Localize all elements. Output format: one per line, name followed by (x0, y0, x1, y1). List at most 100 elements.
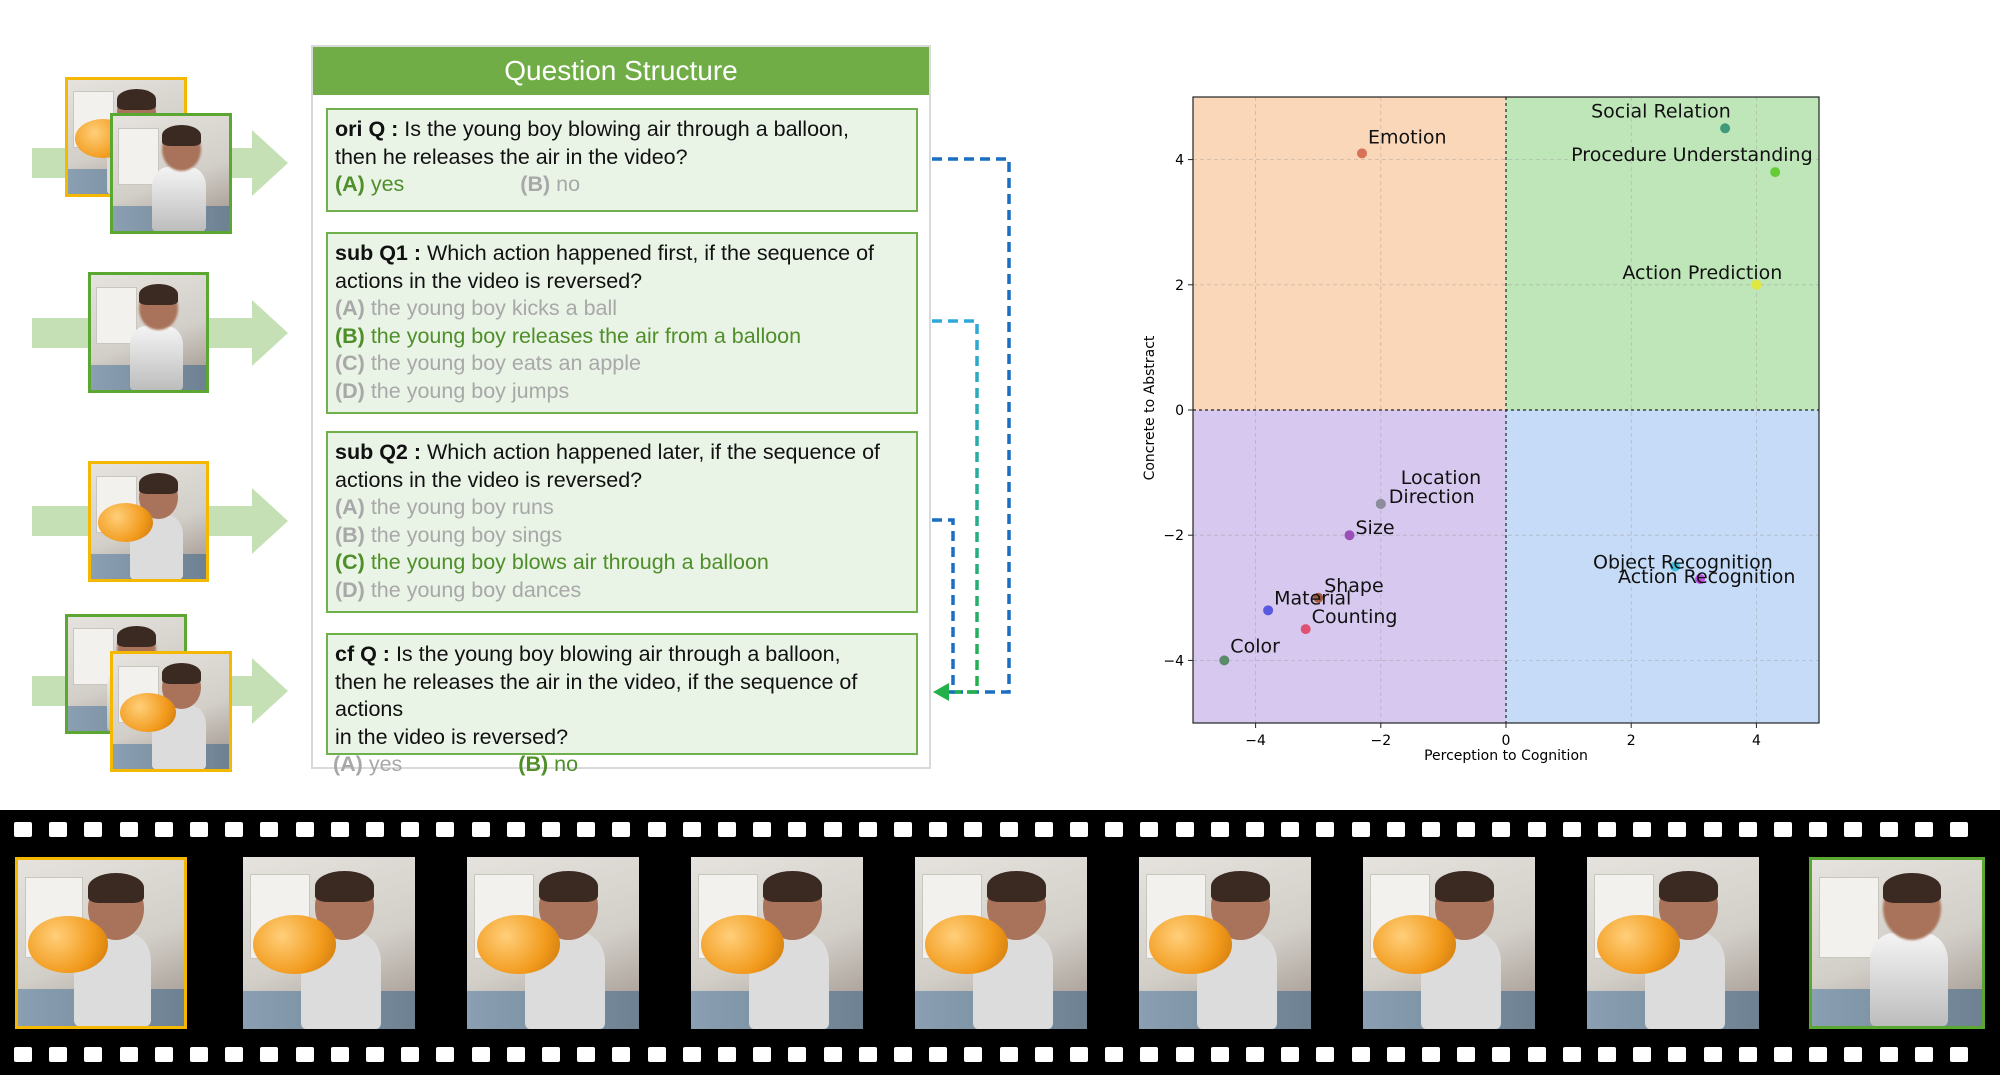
film-hole (612, 1047, 631, 1062)
film-hole (1633, 822, 1652, 837)
y-tick-label: −4 (1163, 653, 1184, 669)
film-hole (612, 822, 631, 837)
video-frame (1587, 857, 1759, 1029)
film-hole (84, 1047, 103, 1062)
point-label: Object Recognition (1593, 552, 1773, 574)
film-hole (1738, 822, 1757, 837)
film-hole (999, 822, 1018, 837)
film-hole (1598, 822, 1616, 837)
question-label: cf Q : (335, 642, 390, 666)
video-thumbnail (110, 113, 232, 234)
x-tick-label: 0 (1502, 733, 1511, 749)
quadrant-top-right (1506, 97, 1819, 410)
film-hole (1703, 1047, 1722, 1062)
film-hole (1422, 1047, 1440, 1062)
data-point (1695, 574, 1706, 585)
question-label: sub Q1 : (335, 241, 422, 265)
film-hole (1175, 822, 1194, 837)
video-frame (1139, 857, 1311, 1029)
question-text: then he releases the air in the video, i… (335, 669, 858, 694)
film-hole (260, 822, 279, 837)
video-frame (1809, 857, 1985, 1029)
film-hole (1844, 822, 1863, 837)
film-hole (1809, 1047, 1828, 1062)
film-hole (49, 822, 68, 837)
original-question-box: ori Q : Is the young boy blowing air thr… (326, 108, 918, 212)
film-hole (999, 1047, 1018, 1062)
point-label: Color (1230, 635, 1280, 657)
film-hole (1457, 1047, 1476, 1062)
point-label: Shape (1324, 575, 1384, 597)
film-hole (119, 1047, 138, 1062)
film-hole (1668, 1047, 1687, 1062)
y-tick-label: 0 (1175, 403, 1184, 419)
film-hole (1844, 1047, 1863, 1062)
film-hole (330, 822, 349, 837)
film-hole (1633, 1047, 1652, 1062)
film-hole (1210, 1047, 1229, 1062)
sub-question-2-box: sub Q2 : Which action happened later, if… (326, 431, 918, 613)
film-hole (753, 1047, 772, 1062)
x-tick-label: 4 (1752, 733, 1761, 749)
film-hole (1105, 1047, 1124, 1062)
y-tick-label: −2 (1163, 528, 1184, 544)
data-point (1751, 279, 1762, 290)
connector-line (932, 157, 1011, 694)
film-hole (1422, 822, 1440, 837)
data-point (1670, 561, 1681, 572)
answer-options: (A) yes (B) no (333, 752, 688, 777)
film-hole (1316, 822, 1335, 837)
film-hole (1914, 1047, 1933, 1062)
answer-option: (B) no (518, 752, 579, 776)
film-hole (49, 1047, 68, 1062)
connector-line (932, 518, 955, 694)
film-hole (366, 1047, 384, 1062)
film-hole (647, 1047, 666, 1062)
video-thumbnail (88, 272, 209, 393)
film-hole (858, 1047, 877, 1062)
point-label: Location (1401, 467, 1481, 489)
data-point (1313, 592, 1324, 603)
film-hole (1351, 822, 1370, 837)
film-hole (401, 822, 420, 837)
video-frame (467, 857, 639, 1029)
film-hole (858, 822, 877, 837)
film-hole (1703, 822, 1722, 837)
question-text: sub Q1 : Which action happened first, if… (335, 241, 874, 265)
question-label: ori Q : (335, 117, 399, 141)
point-label: Action Prediction (1622, 262, 1782, 284)
film-hole (647, 822, 666, 837)
film-hole (823, 822, 842, 837)
answer-option: (A) yes (333, 752, 403, 776)
y-axis-label: Concrete to Abstract (1142, 335, 1158, 480)
film-hole (1774, 822, 1792, 837)
data-point (1263, 605, 1274, 616)
data-point (1375, 498, 1386, 509)
film-hole (1210, 822, 1229, 837)
film-hole (894, 822, 912, 837)
film-hole (1246, 822, 1264, 837)
film-hole (1140, 822, 1159, 837)
film-hole (1562, 822, 1581, 837)
connector-line (932, 319, 979, 694)
point-label: Size (1356, 517, 1395, 539)
point-label: Social Relation (1591, 100, 1731, 122)
sub-question-1-box: sub Q1 : Which action happened first, if… (326, 232, 918, 414)
video-frame (1363, 857, 1535, 1029)
film-hole (1140, 1047, 1159, 1062)
point-label: Procedure Understanding (1571, 144, 1813, 166)
y-tick-label: 2 (1175, 278, 1184, 294)
quadrant-bottom-left (1193, 410, 1506, 723)
video-frame (15, 857, 187, 1029)
answer-option: (B) the young boy releases the air from … (335, 323, 802, 348)
question-text: actions in the video is reversed? (335, 467, 643, 492)
question-label: sub Q2 : (335, 440, 422, 464)
film-hole (1457, 822, 1476, 837)
film-hole (1668, 822, 1687, 837)
answer-option: (B) no (520, 172, 581, 196)
film-hole (295, 1047, 314, 1062)
x-tick-label: −4 (1245, 733, 1266, 749)
arrowhead-icon (933, 683, 949, 701)
film-hole (929, 1047, 948, 1062)
film-hole (506, 822, 525, 837)
